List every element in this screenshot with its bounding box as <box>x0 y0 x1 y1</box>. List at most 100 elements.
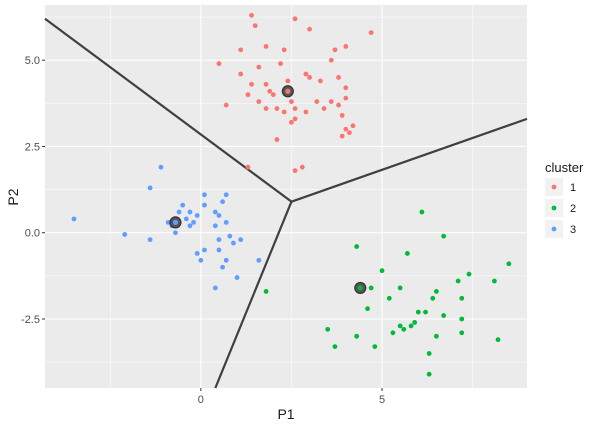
data-point-cluster-2 <box>455 278 461 284</box>
data-point-cluster-1 <box>274 106 280 111</box>
data-point-cluster-2 <box>263 288 269 294</box>
x-tick-label: 0 <box>198 394 204 406</box>
data-point-cluster-3 <box>176 209 182 215</box>
data-point-cluster-1 <box>278 61 283 67</box>
data-point-cluster-3 <box>216 237 222 243</box>
data-point-cluster-1 <box>321 106 327 111</box>
centroid-center-cluster-3 <box>172 219 179 225</box>
data-point-cluster-3 <box>194 251 200 256</box>
data-point-cluster-3 <box>147 237 153 243</box>
data-point-cluster-1 <box>336 75 341 80</box>
data-point-cluster-1 <box>285 78 291 84</box>
data-point-cluster-1 <box>256 99 262 105</box>
data-point-cluster-3 <box>187 209 193 215</box>
data-point-cluster-2 <box>459 330 465 336</box>
data-point-cluster-3 <box>227 233 233 239</box>
data-point-cluster-2 <box>354 333 360 339</box>
data-point-cluster-1 <box>267 88 273 94</box>
data-point-cluster-2 <box>459 295 465 301</box>
data-point-cluster-1 <box>263 44 269 49</box>
data-point-cluster-1 <box>238 47 244 53</box>
legend-label: 2 <box>570 203 576 215</box>
data-point-cluster-1 <box>223 102 229 108</box>
data-point-cluster-2 <box>419 209 425 215</box>
data-point-cluster-2 <box>506 261 512 267</box>
data-point-cluster-1 <box>343 95 349 101</box>
y-tick-label: -2.5 <box>21 314 40 326</box>
data-point-cluster-1 <box>307 26 312 32</box>
data-point-cluster-1 <box>336 102 341 108</box>
data-point-cluster-3 <box>198 257 204 263</box>
data-point-cluster-1 <box>368 30 374 36</box>
legend-title: cluster <box>545 160 584 175</box>
data-point-cluster-2 <box>441 313 447 318</box>
data-point-cluster-1 <box>252 23 258 29</box>
data-point-cluster-1 <box>307 75 312 80</box>
legend-key-point <box>551 184 557 190</box>
data-point-cluster-3 <box>212 223 218 229</box>
data-point-cluster-1 <box>350 123 356 129</box>
data-point-cluster-2 <box>408 323 414 329</box>
y-tick-label: 2.5 <box>25 141 40 153</box>
data-point-cluster-2 <box>415 309 421 315</box>
data-point-cluster-1 <box>249 12 254 18</box>
data-point-cluster-1 <box>245 92 251 98</box>
data-point-cluster-1 <box>289 119 294 125</box>
legend-label: 1 <box>570 182 576 194</box>
data-point-cluster-1 <box>263 81 269 87</box>
data-point-cluster-2 <box>379 268 385 274</box>
data-point-cluster-2 <box>325 326 331 332</box>
data-point-cluster-1 <box>281 47 287 53</box>
legend-keys: 1 2 3 <box>545 178 576 238</box>
data-point-cluster-3 <box>202 202 207 208</box>
data-point-cluster-3 <box>231 240 236 246</box>
data-point-cluster-2 <box>426 351 432 356</box>
data-point-cluster-3 <box>187 223 193 229</box>
data-point-cluster-1 <box>281 109 287 115</box>
data-point-cluster-1 <box>303 109 309 115</box>
data-point-cluster-2 <box>441 233 447 239</box>
data-point-cluster-3 <box>212 285 218 291</box>
data-point-cluster-2 <box>405 251 410 256</box>
data-point-cluster-2 <box>397 285 403 291</box>
data-point-cluster-2 <box>372 344 378 349</box>
data-point-cluster-1 <box>343 126 349 132</box>
data-point-cluster-3 <box>173 230 178 236</box>
data-point-cluster-3 <box>223 257 229 263</box>
data-point-cluster-3 <box>71 216 77 222</box>
major-gridlines <box>45 5 527 388</box>
data-point-cluster-3 <box>216 247 222 253</box>
data-point-cluster-3 <box>194 213 200 218</box>
y-tick-label: 0.0 <box>25 228 40 240</box>
data-point-cluster-2 <box>423 309 428 315</box>
data-point-cluster-2 <box>466 271 472 277</box>
data-point-cluster-1 <box>249 81 254 87</box>
data-point-cluster-3 <box>238 237 244 243</box>
data-point-cluster-2 <box>332 344 338 349</box>
x-axis-title: P1 <box>277 406 294 422</box>
centroid-center-cluster-2 <box>357 285 363 291</box>
data-point-cluster-1 <box>314 99 320 105</box>
data-point-cluster-2 <box>491 278 497 284</box>
minor-gridlines <box>45 5 527 388</box>
centroid-center-cluster-1 <box>285 88 291 94</box>
boundary-line <box>214 201 293 389</box>
data-point-cluster-1 <box>289 99 294 105</box>
data-point-cluster-1 <box>343 44 349 49</box>
data-point-cluster-3 <box>165 219 171 225</box>
data-point-cluster-3 <box>212 209 218 215</box>
data-point-cluster-3 <box>183 216 189 222</box>
data-point-cluster-2 <box>426 371 432 377</box>
data-point-cluster-3 <box>234 275 240 280</box>
data-point-cluster-2 <box>365 306 370 312</box>
data-point-cluster-2 <box>433 333 439 339</box>
data-point-cluster-2 <box>397 323 403 329</box>
data-point-cluster-1 <box>303 71 309 77</box>
data-point-cluster-1 <box>292 168 298 174</box>
voronoi-boundaries <box>44 17 528 389</box>
data-point-cluster-3 <box>122 232 128 237</box>
data-point-cluster-1 <box>292 16 298 22</box>
legend-key-point <box>551 205 557 211</box>
y-axis-ticks: -2.5 0.0 2.5 5.0 <box>21 55 45 326</box>
